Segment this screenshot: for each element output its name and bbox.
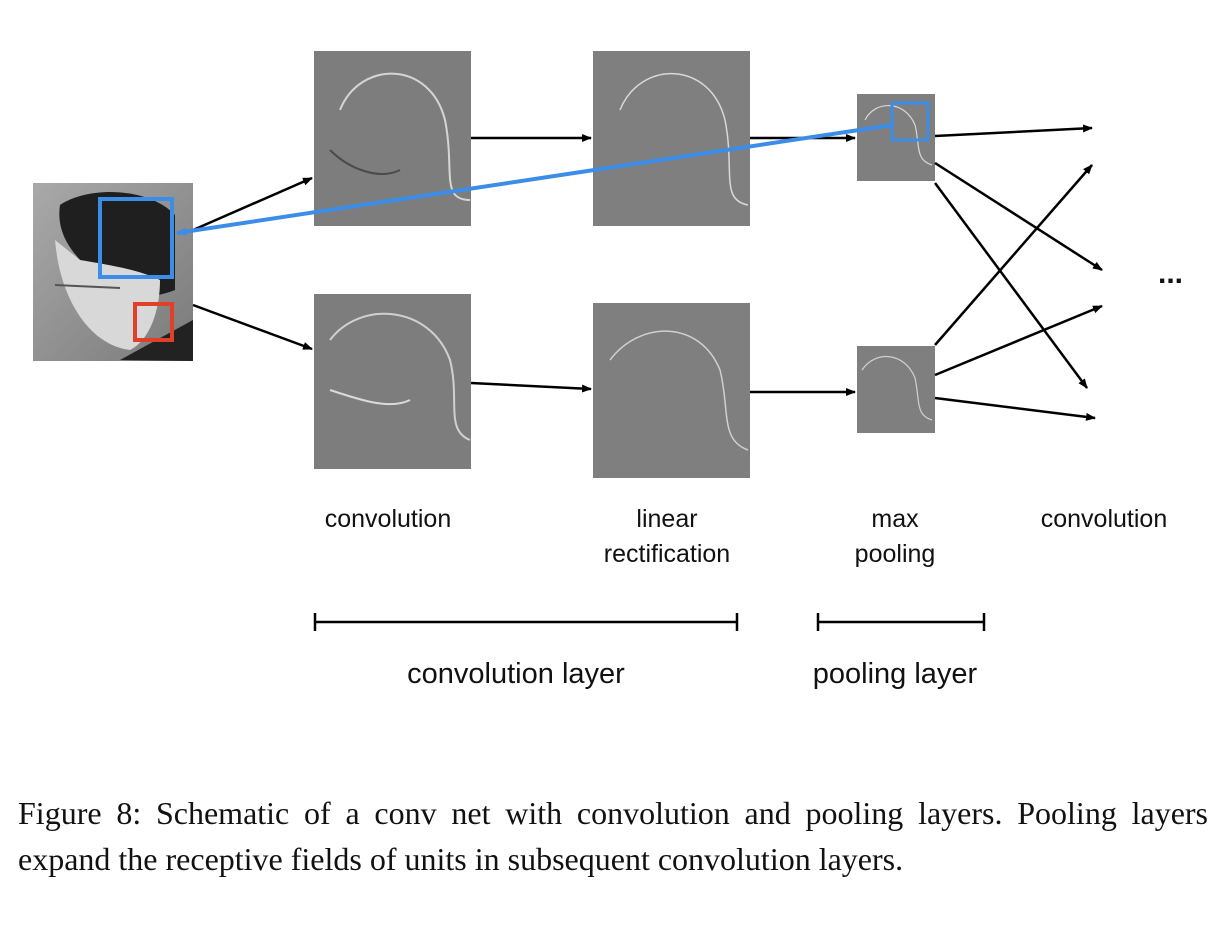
- arrow-pool-top-to-out-2: [934, 161, 1103, 272]
- arrow-conv-to-rect-bottom: [470, 381, 592, 393]
- convolution-layer-bracket: [313, 613, 739, 631]
- label-pooling: pooling: [855, 540, 936, 568]
- arrow-pool-top-to-out-3: [933, 182, 1089, 389]
- pooled-unit-blue-box: [890, 101, 930, 142]
- arrow-pool-bottom-to-out-3: [934, 396, 1096, 421]
- input-face-image: [33, 183, 193, 361]
- pooling-layer-bracket: [816, 613, 986, 631]
- label-convolution-layer: convolution layer: [407, 658, 625, 690]
- rectified-feature-map-top: [593, 51, 750, 226]
- label-convolution-2: convolution: [1041, 505, 1167, 533]
- pooled-feature-map-top: [857, 94, 935, 181]
- arrow-pool-bottom-to-out-2: [934, 304, 1103, 377]
- ellipsis: ...: [1158, 257, 1183, 290]
- label-linear: linear: [636, 505, 697, 533]
- blue-receptive-field-box: [98, 197, 174, 279]
- rectified-feature-map-bottom: [593, 303, 750, 478]
- label-convolution-1: convolution: [325, 505, 451, 533]
- conv-feature-map-top: [314, 51, 471, 226]
- label-pooling-layer: pooling layer: [813, 658, 978, 690]
- arrow-input-to-conv-bottom: [192, 303, 313, 351]
- arrow-input-to-conv-top: [192, 176, 313, 232]
- label-max: max: [871, 505, 919, 533]
- arrow-pool-top-to-out-1: [934, 124, 1093, 138]
- red-receptive-field-box: [133, 302, 174, 342]
- flow-arrows: [192, 124, 1103, 421]
- arrow-pool-bottom-to-out-1: [934, 164, 1093, 346]
- pooled-feature-map-bottom: [857, 346, 935, 433]
- conv-feature-map-bottom: [314, 294, 471, 469]
- conv-net-diagram: ... convolution linear rectification max…: [33, 51, 1183, 690]
- figure-caption: Figure 8: Schematic of a conv net with c…: [18, 795, 1208, 877]
- receptive-field-arrow: [176, 123, 893, 236]
- label-rectification: rectification: [604, 540, 730, 568]
